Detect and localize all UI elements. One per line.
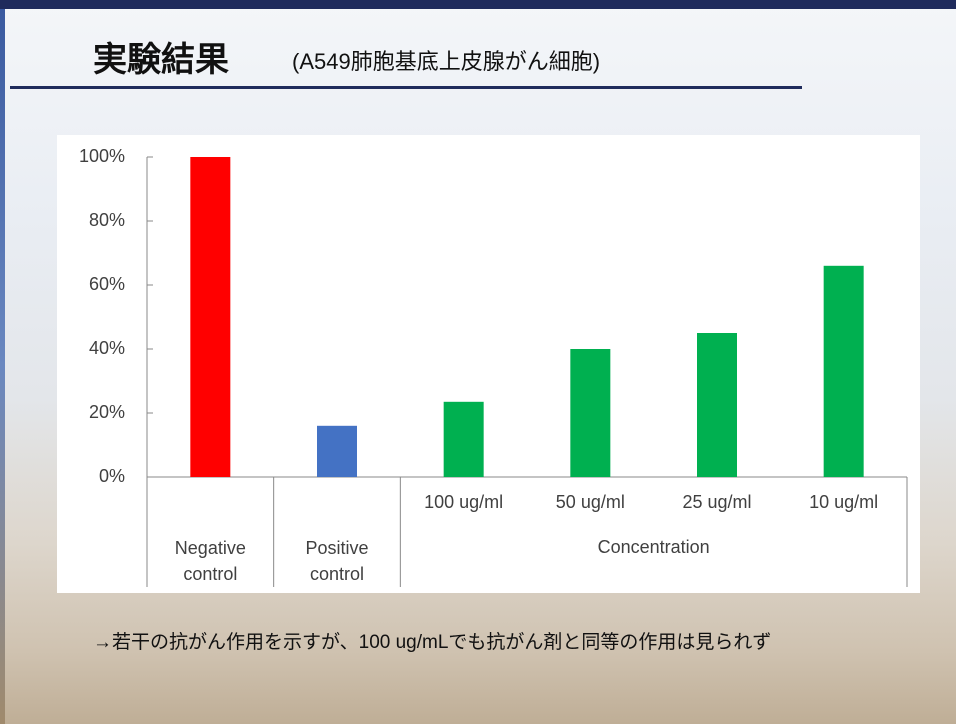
x-tick-label: Positive control	[305, 538, 369, 584]
y-tick-label: 20%	[89, 402, 125, 422]
y-tick-label: 0%	[99, 466, 125, 486]
left-bar	[0, 9, 5, 724]
note: →若干の抗がん作用を示すが、100 ug/mLでも抗がん剤と同等の作用は見られず	[93, 632, 772, 653]
bar	[697, 333, 737, 477]
title-underline	[10, 86, 802, 89]
subtitle: (A549肺胞基底上皮腺がん細胞)	[292, 49, 601, 74]
bar	[823, 265, 864, 477]
x-tick-label: 100 ug/ml	[424, 492, 503, 512]
y-tick-label: 60%	[89, 274, 125, 294]
y-tick-label: 40%	[89, 338, 125, 358]
top-bar	[0, 0, 956, 9]
x-tick-label: 10 ug/ml	[809, 492, 878, 512]
group-label: Concentration	[598, 537, 710, 557]
bar	[570, 349, 611, 477]
title: 実験結果	[93, 41, 229, 79]
bar	[443, 401, 484, 477]
y-tick-label: 80%	[89, 210, 125, 230]
x-tick-label: Negative control	[174, 538, 246, 584]
bar	[190, 157, 231, 477]
x-tick-label: 25 ug/ml	[682, 492, 751, 512]
x-tick-label: 50 ug/ml	[556, 492, 625, 512]
y-tick-label: 100%	[79, 146, 125, 166]
bar	[317, 425, 357, 477]
